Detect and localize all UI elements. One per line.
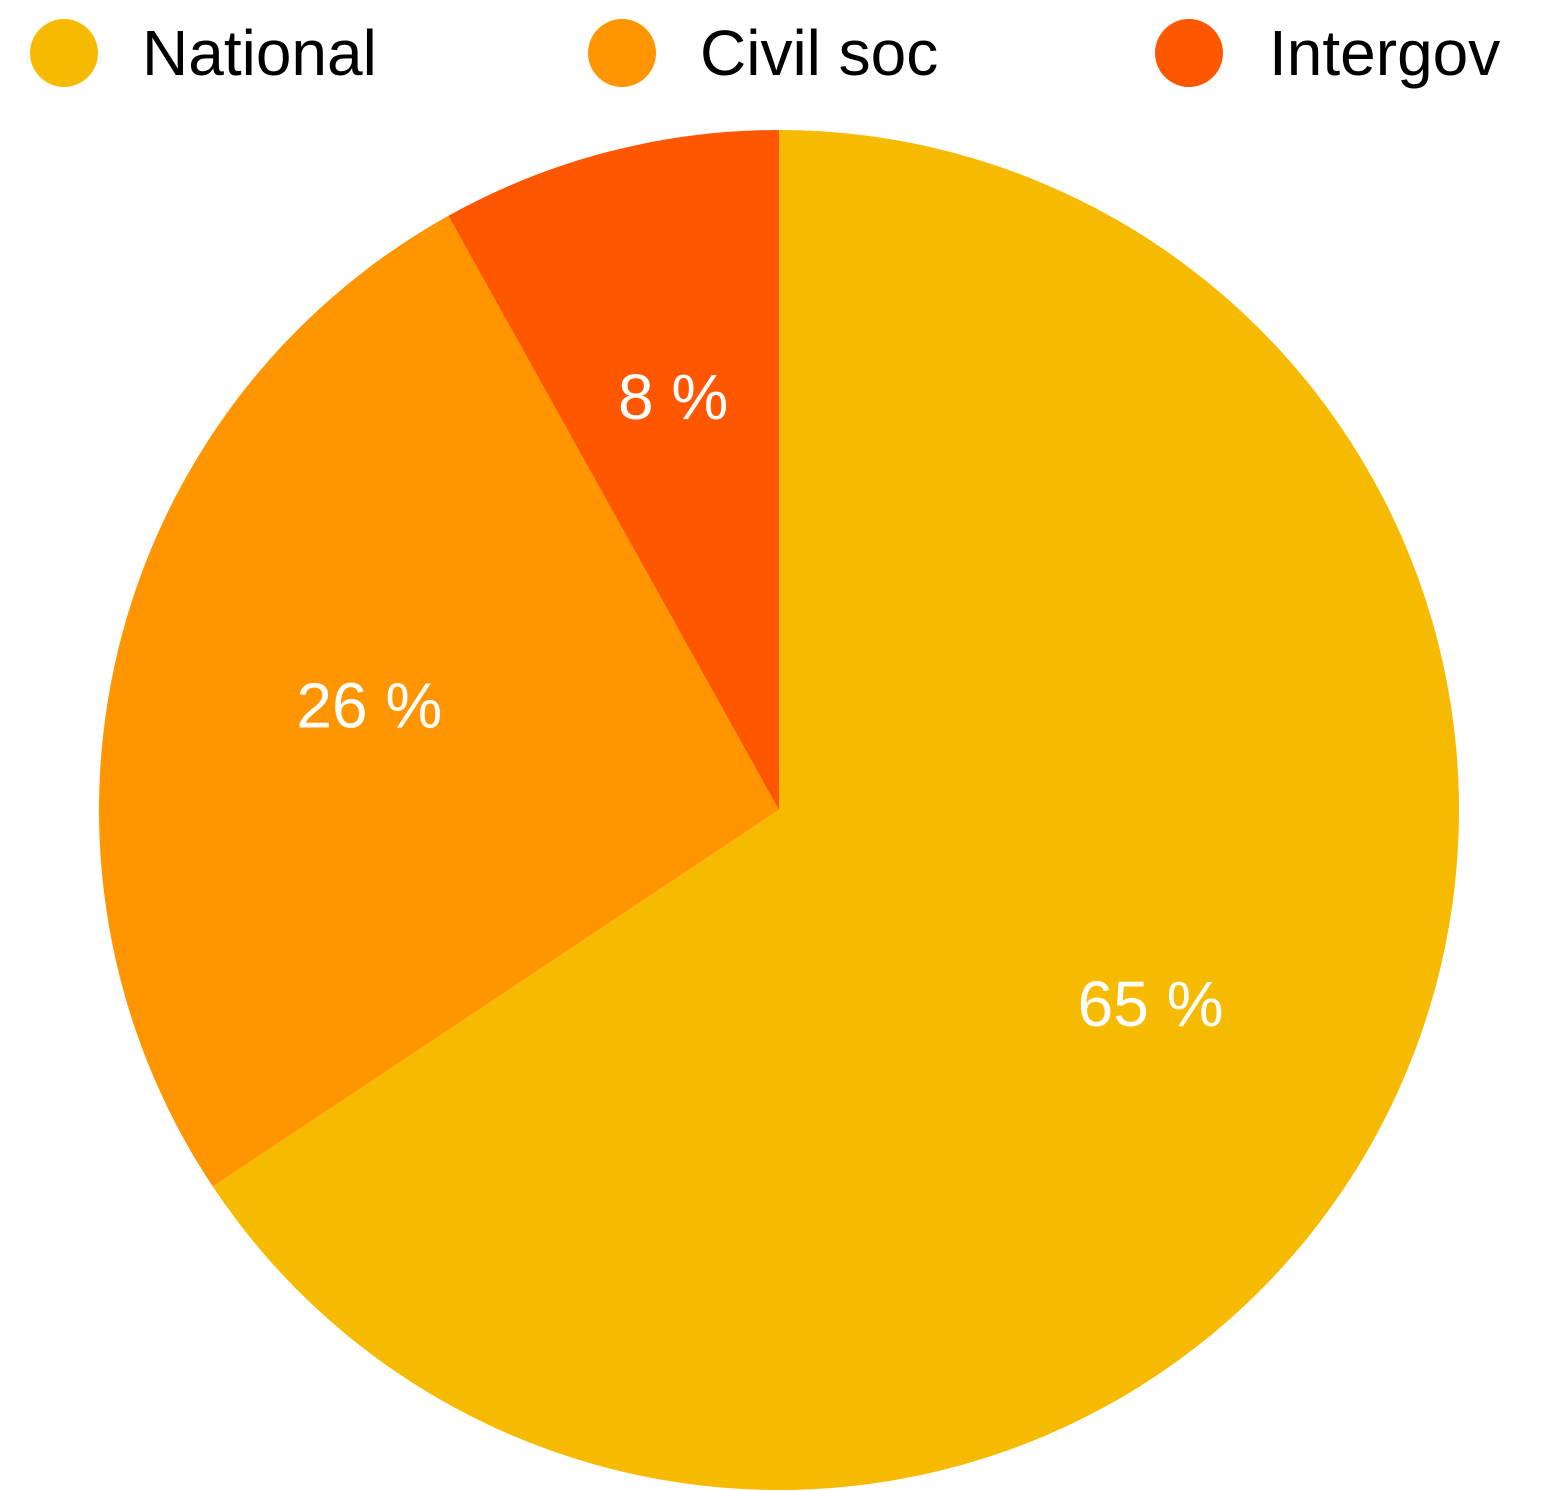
legend-item-civil-soc: Civil soc [588,18,938,88]
legend-swatch-national [30,19,98,87]
legend-item-national: National [30,18,377,88]
legend-label-intergov: Intergov [1269,17,1501,89]
pie-slices [99,130,1459,1491]
legend-label-national: National [142,17,377,89]
legend-item-intergov: Intergov [1155,18,1500,88]
pie-slice-label-intergov: 8 % [618,361,728,433]
pie-slice-intergov [448,130,779,810]
pie-slice-label-national: 65 % [1078,968,1224,1040]
pie-slice-label-civil-soc: 26 % [296,670,442,742]
chart-legend: National Civil soc Intergov [0,0,1543,110]
legend-label-civil-soc: Civil soc [700,17,939,89]
legend-swatch-intergov [1155,19,1223,87]
pie-slice-national [212,130,1459,1491]
pie-slice-civil-soc [99,215,779,1187]
legend-swatch-civil-soc [588,19,656,87]
pie-slice-labels: 65 % 26 % 8 % [296,361,1223,1040]
